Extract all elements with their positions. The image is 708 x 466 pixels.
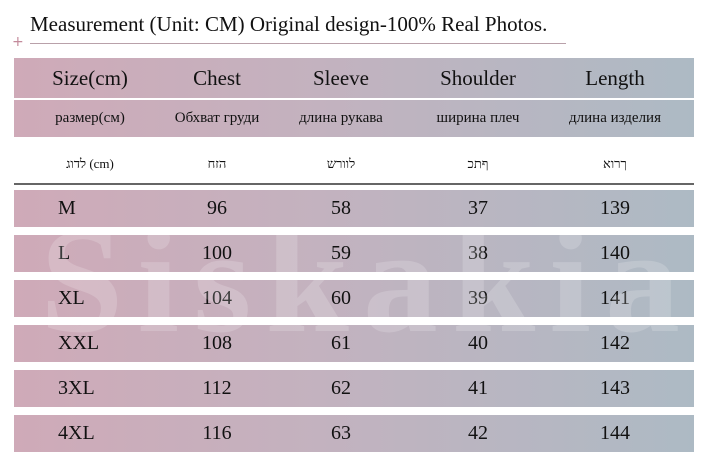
header-cell: Обхват груди — [174, 110, 260, 126]
header-cell: Length — [585, 65, 645, 90]
header-cell: הזח — [207, 156, 227, 171]
data-row: 3XL 112 62 41 143 — [14, 370, 694, 407]
value-cell: 38 — [468, 242, 488, 264]
data-row: 4XL 116 63 42 144 — [14, 415, 694, 452]
data-row: XL 104 60 39 141 — [14, 280, 694, 317]
header-row: Size(cm) Chest Sleeve Shoulder Length — [14, 58, 694, 98]
header-cell: לדוג (cm) — [66, 156, 114, 171]
header-cell: ךרוא — [603, 156, 627, 171]
value-cell: 141 — [600, 287, 630, 309]
value-cell: 37 — [468, 197, 488, 219]
size-cell: 4XL — [58, 422, 95, 444]
header-cell: Sleeve — [313, 65, 369, 90]
value-cell: 60 — [331, 287, 351, 309]
title-rule — [30, 43, 566, 44]
value-cell: 112 — [202, 377, 232, 399]
value-cell: 58 — [331, 197, 351, 219]
value-cell: 96 — [207, 197, 227, 219]
value-cell: 143 — [600, 377, 630, 399]
value-cell: 42 — [468, 422, 488, 444]
header-cell: размер(см) — [55, 110, 125, 126]
size-cell: M — [58, 197, 76, 219]
value-cell: 41 — [468, 377, 488, 399]
size-cell: XXL — [58, 332, 100, 354]
value-cell: 139 — [600, 197, 630, 219]
size-cell: XL — [58, 287, 85, 309]
header-cell: длина рукава — [299, 110, 383, 126]
value-cell: 108 — [202, 332, 232, 354]
size-cell: 3XL — [58, 377, 95, 399]
plus-mark: + — [12, 34, 24, 50]
value-cell: 116 — [202, 422, 232, 444]
value-cell: 100 — [202, 242, 232, 264]
value-cell: 39 — [468, 287, 488, 309]
title: Measurement (Unit: CM) Original design-1… — [30, 12, 548, 36]
value-cell: 63 — [331, 422, 351, 444]
header-cell: ширина плеч — [436, 110, 520, 126]
value-cell: 140 — [600, 242, 630, 264]
header-cell: длина изделия — [569, 110, 661, 126]
value-cell: 61 — [331, 332, 351, 354]
data-row: XXL 108 61 40 142 — [14, 325, 694, 362]
value-cell: 40 — [468, 332, 488, 354]
header-cell: לוורש — [326, 156, 356, 171]
value-cell: 142 — [600, 332, 630, 354]
header-cell: ףתכ — [467, 156, 489, 171]
header-cell: Shoulder — [440, 65, 516, 90]
value-cell: 59 — [331, 242, 351, 264]
size-cell: L — [58, 242, 71, 264]
value-cell: 104 — [202, 287, 232, 309]
header-cell: Chest — [193, 65, 241, 90]
header-row: לדוג (cm) הזח לוורש ףתכ ךרוא — [14, 145, 694, 185]
value-cell: 62 — [331, 377, 351, 399]
data-row: L 100 59 38 140 — [14, 235, 694, 272]
data-row: M 96 58 37 139 — [14, 190, 694, 227]
header-row: размер(см) Обхват груди длина рукава ширина… — [14, 100, 694, 137]
value-cell: 144 — [600, 422, 630, 444]
header-cell: Size(cm) — [52, 65, 128, 90]
